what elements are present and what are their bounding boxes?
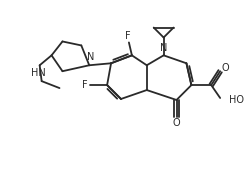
Text: O: O xyxy=(221,63,229,73)
Text: F: F xyxy=(82,80,88,90)
Text: F: F xyxy=(125,30,131,41)
Text: N: N xyxy=(86,52,94,62)
Text: HN: HN xyxy=(31,68,46,78)
Text: HO: HO xyxy=(229,95,244,105)
Text: N: N xyxy=(160,43,167,53)
Text: O: O xyxy=(173,118,180,128)
